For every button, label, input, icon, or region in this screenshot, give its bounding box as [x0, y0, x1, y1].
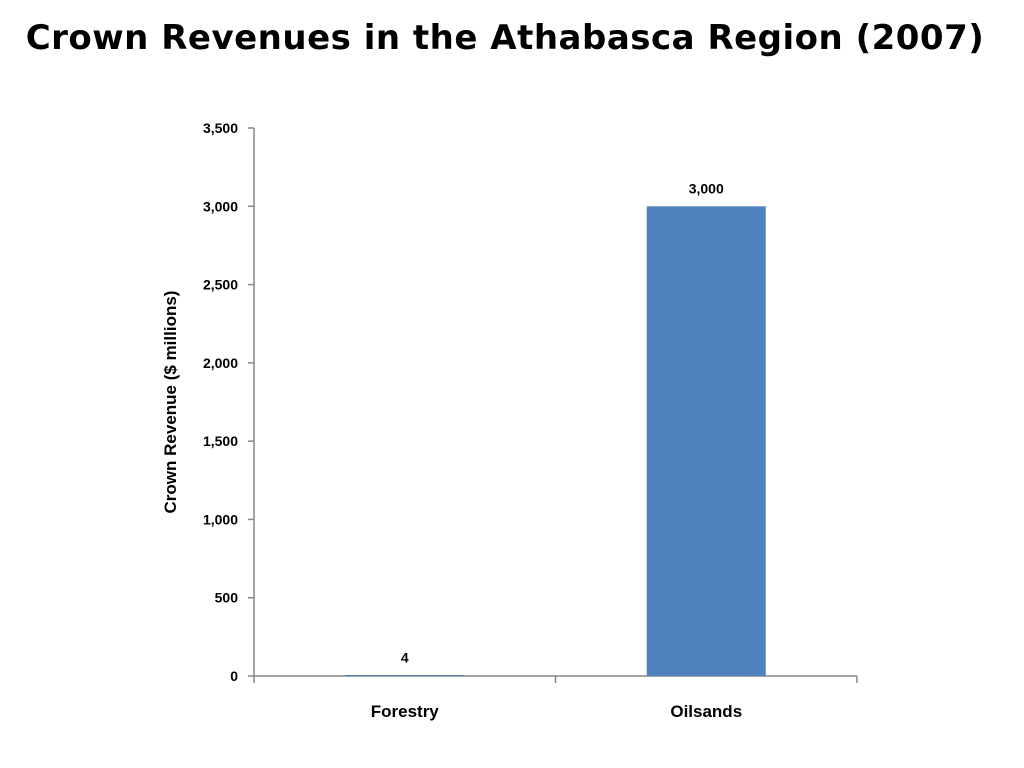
y-tick-label: 1,000 [203, 511, 238, 527]
chart-title: Crown Revenues in the Athabasca Region (… [25, 18, 985, 58]
y-tick-label: 1,500 [203, 433, 238, 449]
x-category-label: Forestry [371, 702, 440, 721]
y-axis-label: Crown Revenue ($ millions) [161, 291, 180, 514]
chart-bars [345, 206, 766, 677]
y-tick-label: 3,500 [203, 120, 238, 136]
y-tick-label: 500 [215, 590, 239, 606]
x-category-label: Oilsands [670, 702, 742, 721]
chart-labels: Forestry 4 Oilsands 3,000 [371, 180, 742, 721]
data-label: 4 [401, 649, 409, 665]
chart-axes: 0 500 1,000 1,500 2,000 2,500 3,000 3,500 [203, 120, 858, 684]
y-tick-label: 2,500 [203, 277, 238, 293]
bar-oilsands [646, 206, 766, 677]
data-label: 3,000 [689, 180, 724, 196]
y-tick-label: 3,000 [203, 198, 238, 214]
y-tick-label: 2,000 [203, 355, 238, 371]
y-tick-label: 0 [230, 668, 238, 684]
bar-forestry [345, 675, 465, 676]
